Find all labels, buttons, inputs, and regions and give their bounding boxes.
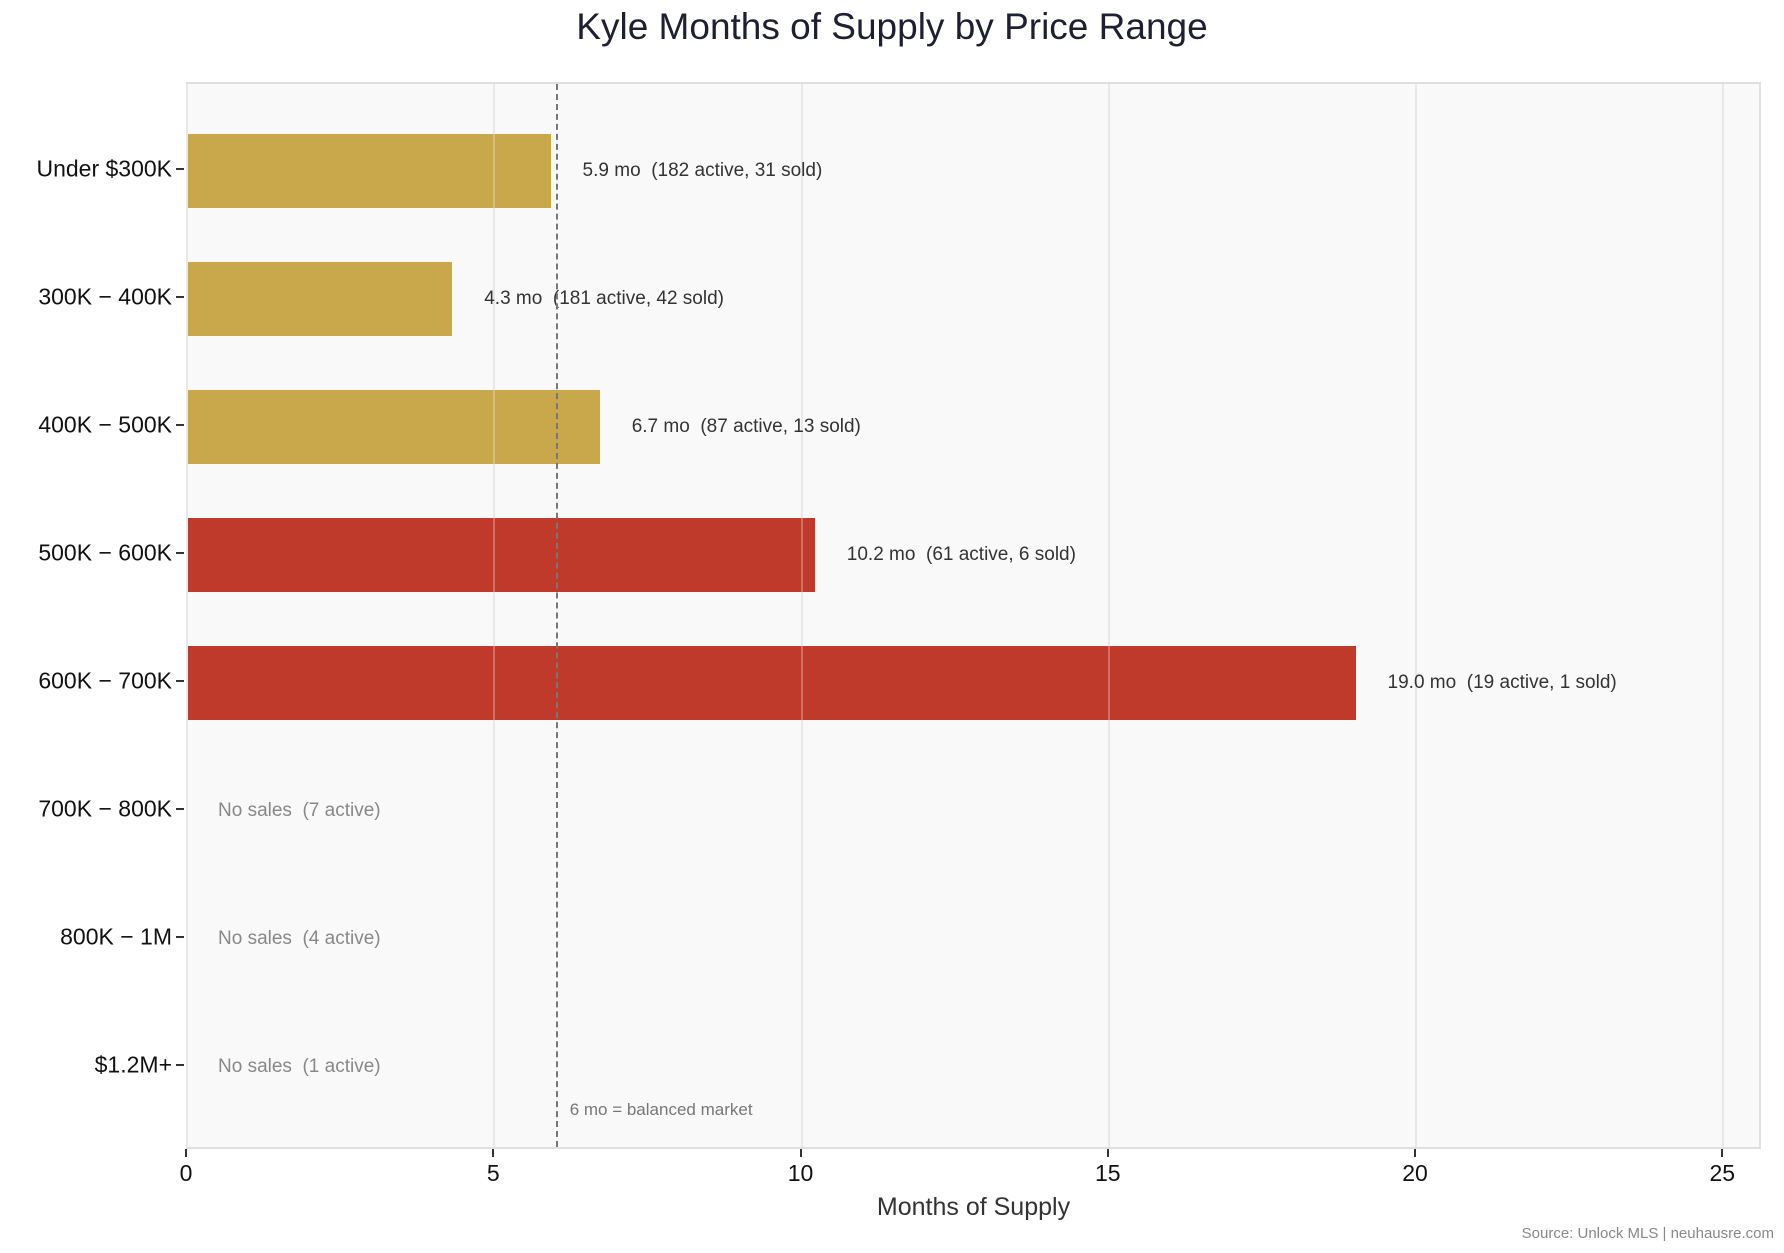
plot-area: 5.9 mo (182 active, 31 sold) 4.3 mo (181 … — [186, 82, 1761, 1149]
gridline — [186, 84, 188, 1147]
gridline — [1722, 84, 1725, 1147]
x-axis-label: Months of Supply — [876, 1193, 1071, 1221]
x-tick-label: 15 — [1094, 1160, 1121, 1186]
y-tick-label: 800K − 1M — [60, 923, 172, 950]
bar-gridline — [1107, 646, 1110, 720]
bar-value-label: 19.0 mo (19 active, 1 sold) — [1387, 672, 1617, 693]
x-tick — [1721, 1149, 1724, 1157]
y-tick — [176, 552, 184, 554]
bar-gridline — [493, 646, 496, 720]
x-tick-label: 10 — [787, 1160, 814, 1186]
y-tick — [176, 680, 184, 682]
y-tick — [176, 296, 184, 298]
x-tick — [1106, 1149, 1109, 1157]
bar[interactable] — [188, 646, 1356, 720]
bar-gridline — [493, 134, 496, 208]
bar-value-label: 4.3 mo (181 active, 42 sold) — [484, 288, 724, 309]
y-tick-label: 300K − 400K — [38, 283, 172, 310]
y-tick-label: 600K − 700K — [38, 667, 172, 694]
y-tick-label: 500K − 600K — [38, 539, 172, 566]
bar[interactable] — [188, 262, 453, 336]
x-tick — [1414, 1149, 1416, 1157]
y-tick-label: 400K − 500K — [38, 411, 172, 438]
y-tick-label: Under $300K — [36, 155, 172, 182]
balanced-market-reference-line — [555, 84, 558, 1147]
y-tick — [176, 936, 184, 938]
x-tick — [492, 1149, 495, 1157]
bar-value-label: No sales (7 active) — [218, 800, 381, 821]
bar[interactable] — [188, 518, 815, 592]
x-tick — [799, 1149, 802, 1157]
bar-gridline — [800, 518, 803, 592]
bar-gridline — [800, 646, 803, 720]
bar[interactable] — [188, 390, 600, 464]
x-tick-label: 20 — [1402, 1160, 1428, 1186]
y-tick-label: $1.2M+ — [94, 1051, 172, 1078]
bar-value-label: No sales (4 active) — [218, 928, 381, 949]
y-tick — [176, 808, 184, 810]
bar-value-label: 10.2 mo (61 active, 6 sold) — [846, 544, 1076, 565]
x-tick-label: 5 — [486, 1160, 500, 1186]
bar-value-label: 6.7 mo (87 active, 13 sold) — [631, 416, 861, 437]
x-tick-label: 25 — [1709, 1160, 1736, 1186]
gridline — [493, 84, 496, 1147]
bar-value-label: 5.9 mo (182 active, 31 sold) — [582, 160, 823, 181]
x-tick-label: 0 — [179, 1160, 193, 1186]
y-tick — [176, 1064, 184, 1066]
y-tick — [176, 168, 184, 170]
chart-title: Kyle Months of Supply by Price Range — [576, 6, 1208, 47]
reference-line-label: 6 mo = balanced market — [569, 1100, 753, 1119]
gridline — [1107, 84, 1110, 1147]
source-note: Source: Unlock MLS | neuhausre.com — [1521, 1225, 1774, 1242]
bar[interactable] — [188, 134, 551, 208]
gridline — [800, 84, 803, 1147]
y-tick-label: 700K − 800K — [38, 795, 172, 822]
bar-gridline — [493, 390, 496, 464]
bar-value-label: No sales (1 active) — [218, 1056, 381, 1077]
y-tick — [176, 424, 184, 426]
bar-gridline — [493, 518, 496, 592]
gridline — [1415, 84, 1417, 1147]
x-tick — [185, 1149, 187, 1157]
